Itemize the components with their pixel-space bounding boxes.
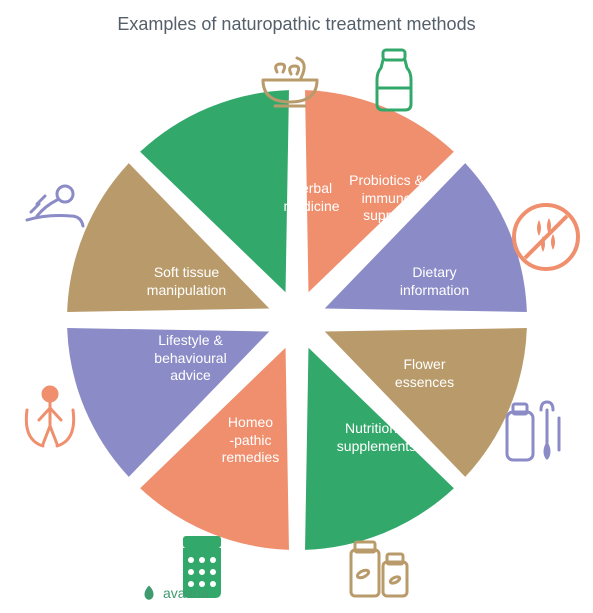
leaf-icon [140, 584, 158, 602]
mortar-pestle-icon [253, 40, 327, 114]
logo-text: avaana [163, 585, 209, 601]
page-title: Examples of naturopathic treatment metho… [0, 14, 593, 35]
pill-bottles-icon [343, 534, 417, 608]
vial-dropper-icon [497, 398, 571, 472]
no-wheat-icon [509, 200, 583, 274]
wheel: Herbalmedicine Probiotics &immunesupport… [47, 70, 547, 570]
wheel-svg [47, 70, 547, 570]
bottle-icon [357, 44, 431, 118]
massage-icon [17, 176, 91, 250]
jump-rope-icon [13, 380, 87, 454]
brand-logo: avaana [140, 584, 209, 602]
